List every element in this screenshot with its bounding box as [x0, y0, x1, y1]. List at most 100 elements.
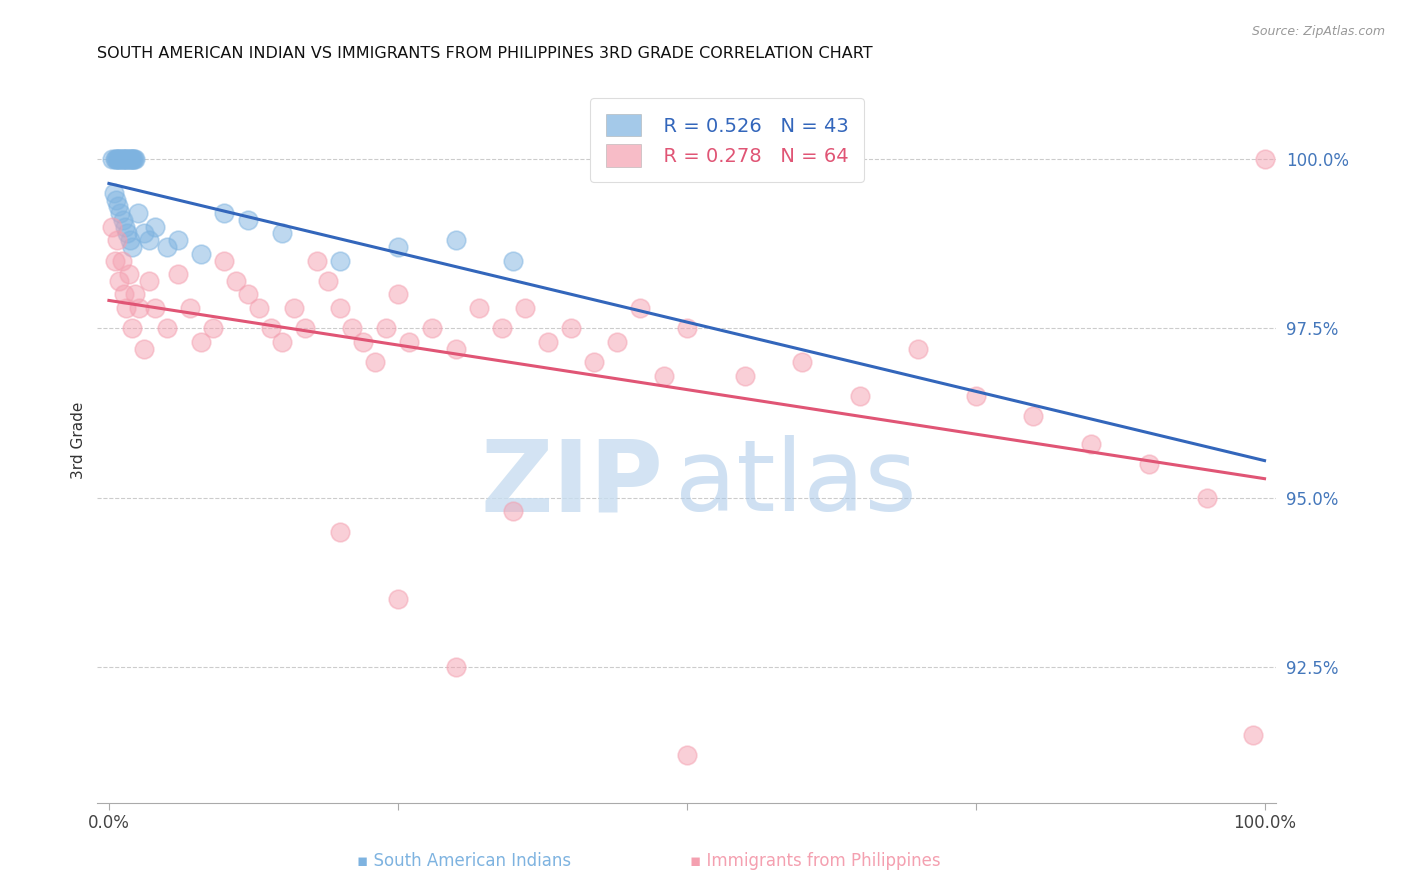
- Point: [907, 342, 929, 356]
- Point: [734, 368, 756, 383]
- Point: [124, 152, 146, 166]
- Point: [340, 321, 363, 335]
- Point: [792, 355, 814, 369]
- Point: [156, 321, 179, 335]
- Point: [103, 186, 125, 200]
- Y-axis label: 3rd Grade: 3rd Grade: [72, 401, 86, 479]
- Point: [121, 152, 143, 166]
- Point: [444, 342, 467, 356]
- Point: [630, 301, 652, 315]
- Point: [271, 334, 294, 349]
- Point: [138, 233, 160, 247]
- Point: [1022, 409, 1045, 424]
- Point: [318, 274, 340, 288]
- Point: [117, 152, 139, 166]
- Point: [112, 287, 135, 301]
- Point: [115, 152, 138, 166]
- Point: [422, 321, 444, 335]
- Point: [120, 152, 142, 166]
- Point: [118, 233, 141, 247]
- Point: [127, 206, 149, 220]
- Point: [118, 152, 141, 166]
- Point: [117, 227, 139, 241]
- Point: [271, 227, 294, 241]
- Point: [167, 233, 190, 247]
- Point: [111, 152, 134, 166]
- Point: [352, 334, 374, 349]
- Point: [294, 321, 316, 335]
- Point: [283, 301, 305, 315]
- Point: [1195, 491, 1218, 505]
- Point: [214, 253, 236, 268]
- Point: [108, 274, 131, 288]
- Point: [128, 301, 150, 315]
- Point: [104, 152, 127, 166]
- Point: [105, 152, 128, 166]
- Point: [236, 287, 259, 301]
- Point: [583, 355, 606, 369]
- Point: [110, 206, 132, 220]
- Point: [111, 152, 134, 166]
- Point: [104, 253, 127, 268]
- Point: [675, 748, 697, 763]
- Text: ▪ South American Indians: ▪ South American Indians: [357, 852, 571, 870]
- Point: [124, 152, 146, 166]
- Point: [190, 247, 212, 261]
- Point: [364, 355, 387, 369]
- Text: Source: ZipAtlas.com: Source: ZipAtlas.com: [1251, 25, 1385, 38]
- Point: [467, 301, 489, 315]
- Point: [329, 253, 352, 268]
- Point: [107, 152, 129, 166]
- Legend:   R = 0.526   N = 43,   R = 0.278   N = 64: R = 0.526 N = 43, R = 0.278 N = 64: [591, 98, 863, 182]
- Point: [112, 152, 135, 166]
- Point: [236, 213, 259, 227]
- Point: [107, 199, 129, 213]
- Point: [260, 321, 283, 335]
- Point: [1080, 436, 1102, 450]
- Point: [104, 193, 127, 207]
- Point: [132, 227, 155, 241]
- Point: [143, 219, 166, 234]
- Point: [387, 592, 409, 607]
- Point: [124, 287, 146, 301]
- Point: [121, 321, 143, 335]
- Point: [225, 274, 247, 288]
- Point: [101, 152, 124, 166]
- Point: [1241, 728, 1264, 742]
- Point: [387, 240, 409, 254]
- Text: ▪ Immigrants from Philippines: ▪ Immigrants from Philippines: [690, 852, 941, 870]
- Point: [167, 267, 190, 281]
- Point: [329, 524, 352, 539]
- Point: [111, 253, 134, 268]
- Text: ZIP: ZIP: [481, 435, 664, 533]
- Point: [138, 274, 160, 288]
- Point: [114, 219, 136, 234]
- Point: [537, 334, 560, 349]
- Point: [108, 152, 131, 166]
- Text: atlas: atlas: [675, 435, 917, 533]
- Point: [132, 342, 155, 356]
- Point: [1253, 152, 1275, 166]
- Point: [101, 219, 124, 234]
- Point: [398, 334, 420, 349]
- Point: [214, 206, 236, 220]
- Point: [513, 301, 536, 315]
- Point: [114, 152, 136, 166]
- Point: [502, 504, 524, 518]
- Point: [965, 389, 987, 403]
- Point: [444, 660, 467, 674]
- Point: [156, 240, 179, 254]
- Point: [111, 213, 134, 227]
- Point: [375, 321, 398, 335]
- Point: [143, 301, 166, 315]
- Point: [117, 152, 139, 166]
- Point: [305, 253, 328, 268]
- Point: [1137, 457, 1160, 471]
- Point: [675, 321, 697, 335]
- Point: [122, 152, 145, 166]
- Point: [560, 321, 582, 335]
- Point: [190, 334, 212, 349]
- Point: [201, 321, 224, 335]
- Point: [247, 301, 270, 315]
- Point: [179, 301, 201, 315]
